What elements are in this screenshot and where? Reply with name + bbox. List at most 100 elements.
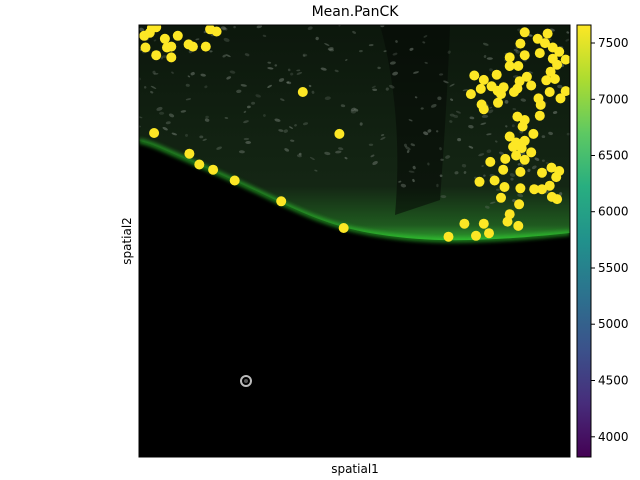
cell-nucleus: [225, 54, 231, 58]
cell-nucleus: [187, 75, 191, 78]
cell-nucleus: [412, 178, 415, 183]
cell-nucleus: [302, 122, 309, 126]
cell-nucleus: [160, 56, 164, 60]
cell-nucleus: [171, 71, 174, 74]
cell-nucleus: [439, 147, 442, 151]
data-point: [208, 164, 219, 175]
data-point: [140, 42, 151, 53]
cell-nucleus: [389, 61, 396, 65]
cell-nucleus: [344, 156, 348, 160]
cell-nucleus: [436, 183, 439, 188]
cell-nucleus: [159, 111, 165, 115]
data-point: [535, 99, 546, 110]
cell-nucleus: [216, 146, 222, 150]
cell-nucleus: [400, 183, 407, 188]
data-point: [478, 104, 489, 115]
cell-nucleus: [287, 68, 291, 72]
cell-nucleus: [314, 169, 318, 172]
cell-nucleus: [478, 153, 485, 157]
cell-nucleus: [449, 83, 455, 87]
cell-nucleus: [408, 170, 415, 173]
cell-nucleus: [204, 85, 208, 89]
cell-nucleus: [480, 122, 487, 125]
cell-nucleus: [494, 140, 498, 143]
data-point: [519, 50, 530, 61]
data-point: [544, 87, 555, 97]
cell-nucleus: [457, 137, 462, 142]
cell-nucleus: [439, 174, 443, 178]
data-point: [485, 156, 496, 167]
cell-nucleus: [388, 84, 395, 89]
cell-nucleus: [334, 69, 339, 73]
data-point: [493, 97, 503, 108]
data-point: [515, 183, 526, 194]
data-point: [545, 66, 556, 77]
data-point: [513, 61, 524, 71]
cell-nucleus: [139, 115, 143, 119]
cell-nucleus: [368, 143, 374, 146]
cell-nucleus: [165, 121, 171, 125]
cell-nucleus: [486, 133, 492, 136]
data-point: [511, 150, 522, 161]
cell-nucleus: [233, 25, 236, 29]
cell-nucleus: [380, 136, 386, 140]
cell-nucleus: [505, 125, 508, 128]
data-point: [504, 209, 515, 220]
cell-nucleus: [283, 129, 288, 133]
cell-nucleus: [423, 131, 429, 136]
cell-nucleus: [327, 47, 334, 51]
cell-nucleus: [439, 73, 444, 76]
data-point: [474, 176, 485, 187]
cell-nucleus: [424, 61, 428, 64]
cell-nucleus: [377, 66, 381, 70]
cell-nucleus: [483, 55, 487, 58]
cell-nucleus: [454, 171, 459, 175]
data-point: [541, 75, 552, 86]
cell-nucleus: [202, 138, 207, 141]
data-point: [554, 46, 565, 57]
cell-nucleus: [484, 205, 490, 209]
cell-nucleus: [309, 156, 315, 161]
cell-nucleus: [552, 111, 558, 114]
cell-nucleus: [368, 44, 374, 47]
cell-nucleus: [286, 81, 290, 84]
cell-nucleus: [520, 98, 527, 102]
cell-nucleus: [427, 162, 430, 166]
cell-nucleus: [244, 53, 250, 57]
cell-nucleus: [153, 73, 159, 75]
cell-nucleus: [245, 141, 252, 144]
data-point: [519, 154, 530, 165]
data-point: [229, 175, 240, 186]
colorbar-tick-label: 7000: [598, 92, 629, 106]
cell-nucleus: [162, 126, 168, 131]
cell-nucleus: [278, 129, 284, 132]
cell-nucleus: [453, 114, 459, 118]
data-point: [504, 131, 515, 142]
cell-nucleus: [243, 120, 249, 124]
cell-nucleus: [294, 124, 297, 127]
cell-nucleus: [531, 165, 537, 170]
cell-nucleus: [296, 69, 301, 72]
cell-nucleus: [482, 42, 489, 46]
cell-nucleus: [274, 118, 281, 122]
cell-nucleus: [408, 119, 413, 122]
cell-nucleus: [548, 38, 552, 41]
cell-nucleus: [358, 49, 363, 53]
data-point: [552, 194, 563, 205]
cell-nucleus: [143, 86, 147, 89]
cell-nucleus: [509, 173, 515, 177]
cell-nucleus: [534, 157, 540, 161]
cell-nucleus: [513, 48, 518, 52]
cell-nucleus: [548, 131, 553, 136]
cell-nucleus: [469, 116, 475, 120]
cell-nucleus: [437, 96, 442, 101]
cell-nucleus: [405, 146, 411, 151]
tissue-region: [139, 25, 570, 241]
data-point: [334, 128, 345, 139]
cell-nucleus: [420, 107, 424, 110]
cell-nucleus: [461, 163, 467, 168]
data-point: [547, 53, 558, 64]
colorbar-tick-label: 4000: [598, 430, 629, 444]
cell-nucleus: [468, 124, 474, 129]
